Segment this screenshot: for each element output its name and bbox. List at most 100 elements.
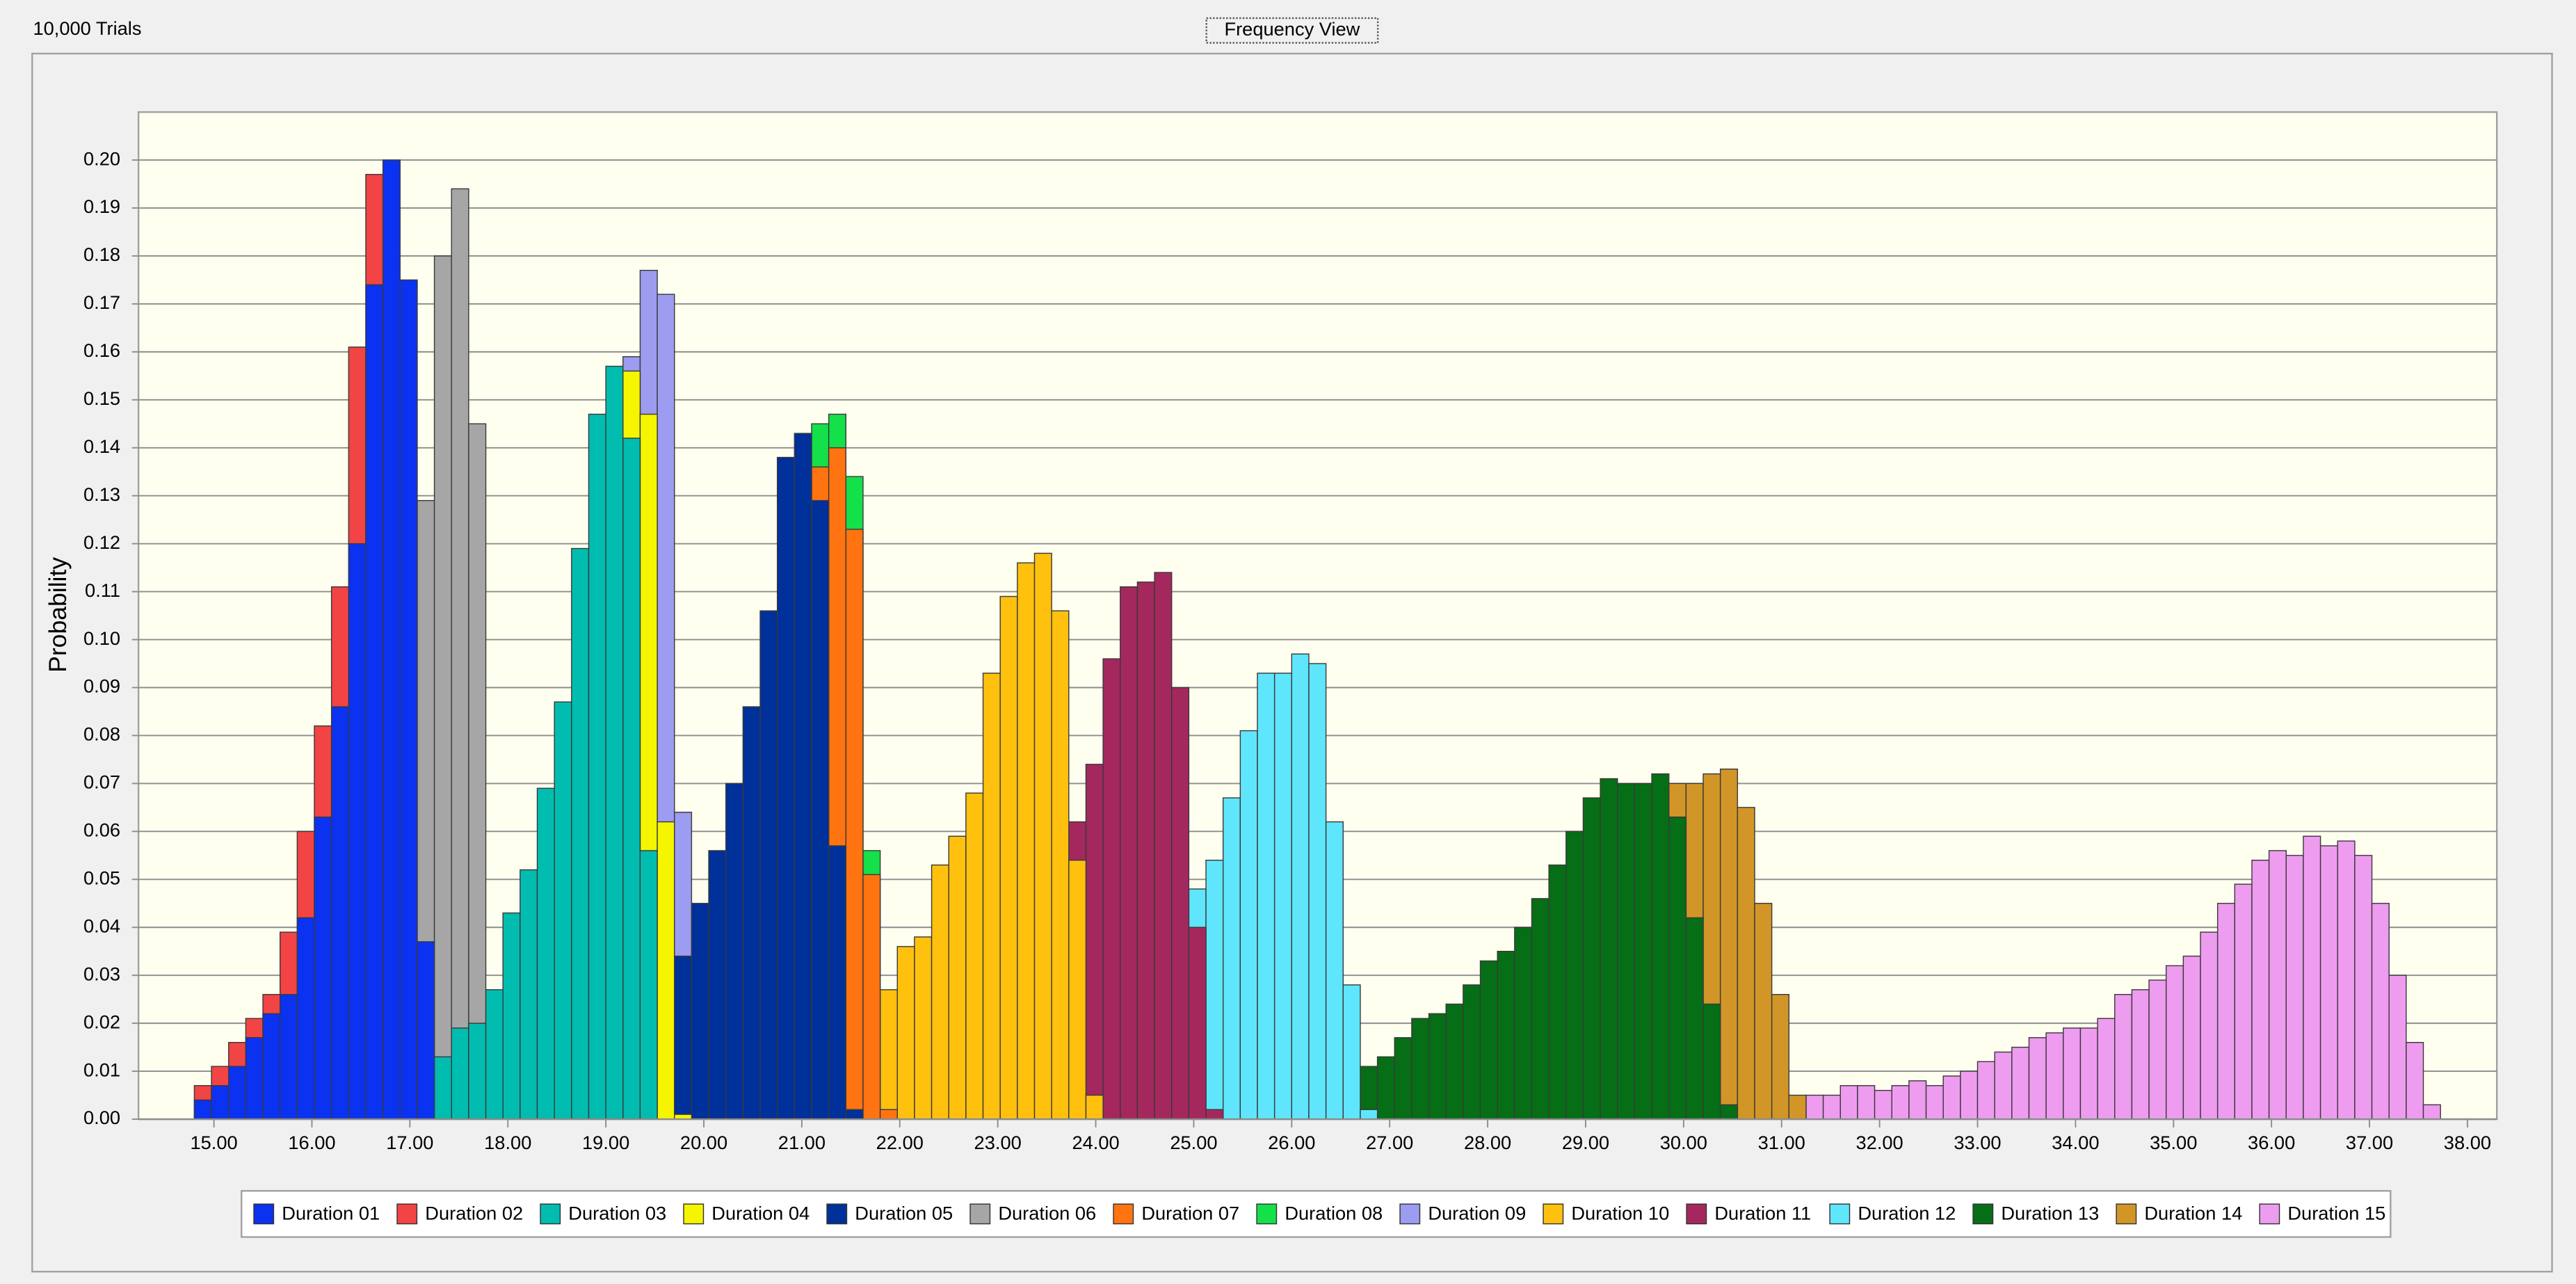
y-tick-label: 0.02 bbox=[83, 1011, 120, 1032]
histogram-bar bbox=[1205, 1109, 1224, 1120]
histogram-bar bbox=[862, 874, 881, 1120]
legend-box bbox=[241, 1189, 2392, 1238]
histogram-bar bbox=[451, 188, 469, 1120]
histogram-bar bbox=[2011, 1046, 2030, 1120]
histogram-bar bbox=[2388, 974, 2407, 1120]
x-tick-label: 38.00 bbox=[2444, 1132, 2491, 1153]
histogram-bar bbox=[262, 1013, 281, 1120]
histogram-bar bbox=[2406, 1042, 2424, 1120]
histogram-bar bbox=[879, 1109, 898, 1120]
legend-label: Duration 11 bbox=[1714, 1203, 1811, 1224]
histogram-bar bbox=[2114, 994, 2133, 1120]
histogram-bar bbox=[2165, 965, 2184, 1120]
histogram-bar bbox=[1857, 1085, 1876, 1120]
histogram-bar bbox=[2422, 1104, 2441, 1120]
legend-swatch bbox=[253, 1203, 275, 1225]
histogram-bar bbox=[605, 365, 624, 1120]
histogram-bar bbox=[330, 706, 350, 1120]
histogram-bar bbox=[1925, 1085, 1944, 1120]
histogram-bar bbox=[1171, 687, 1190, 1120]
y-tick-label: 0.17 bbox=[83, 291, 120, 313]
histogram-bar bbox=[2063, 1027, 2082, 1120]
legend-label: Duration 14 bbox=[2144, 1203, 2242, 1224]
y-tick-label: 0.16 bbox=[83, 339, 120, 361]
histogram-bar bbox=[1308, 663, 1327, 1120]
legend-label: Duration 10 bbox=[1571, 1203, 1669, 1224]
legend-label: Duration 07 bbox=[1141, 1203, 1239, 1224]
histogram-bar bbox=[1822, 1094, 1841, 1120]
legend-swatch bbox=[396, 1203, 418, 1225]
x-tick-label: 32.00 bbox=[1856, 1132, 1903, 1153]
x-tick-label: 30.00 bbox=[1660, 1132, 1707, 1153]
histogram-bar bbox=[211, 1085, 230, 1120]
legend-swatch bbox=[1256, 1203, 1278, 1225]
legend-label: Duration 13 bbox=[2001, 1203, 2099, 1224]
histogram-bar bbox=[776, 456, 796, 1120]
histogram-bar bbox=[1188, 926, 1207, 1120]
histogram-bar bbox=[1994, 1051, 2013, 1120]
y-tick-label: 0.15 bbox=[83, 387, 120, 409]
histogram-bar bbox=[2131, 989, 2150, 1120]
histogram-bar bbox=[1805, 1094, 1824, 1120]
histogram-bar bbox=[502, 912, 521, 1120]
histogram-bar bbox=[2319, 845, 2338, 1120]
histogram-bar bbox=[433, 1056, 452, 1120]
legend-swatch bbox=[1113, 1203, 1134, 1225]
histogram-bar bbox=[845, 1109, 864, 1120]
histogram-bar bbox=[1325, 821, 1344, 1120]
legend-label: Duration 05 bbox=[855, 1203, 953, 1224]
histogram-bar bbox=[245, 1037, 264, 1120]
x-tick-label: 20.00 bbox=[680, 1132, 727, 1153]
legend-swatch bbox=[826, 1203, 848, 1225]
y-tick-label: 0.13 bbox=[83, 483, 120, 505]
histogram-bar bbox=[948, 835, 967, 1120]
histogram-bar bbox=[1548, 864, 1567, 1120]
histogram-bar bbox=[759, 610, 778, 1120]
y-tick-label: 0.11 bbox=[85, 579, 120, 601]
histogram-bar bbox=[1376, 1056, 1395, 1120]
x-tick-label: 15.00 bbox=[191, 1132, 238, 1153]
legend-swatch bbox=[2116, 1203, 2137, 1225]
histogram-bar bbox=[2028, 1037, 2047, 1120]
histogram-bar bbox=[1136, 581, 1155, 1120]
x-tick-label: 27.00 bbox=[1366, 1132, 1413, 1153]
legend-label: Duration 04 bbox=[711, 1203, 810, 1224]
histogram-bar bbox=[228, 1066, 247, 1120]
view-button-label[interactable]: Frequency View bbox=[1224, 18, 1360, 40]
histogram-bar bbox=[1342, 984, 1361, 1120]
x-tick-label: 24.00 bbox=[1072, 1132, 1119, 1153]
histogram-bar bbox=[2148, 979, 2167, 1120]
legend-label: Duration 02 bbox=[425, 1203, 523, 1224]
histogram-bar bbox=[2285, 855, 2304, 1120]
histogram-bar bbox=[1600, 778, 1618, 1120]
histogram-bar bbox=[1651, 773, 1670, 1120]
x-tick-label: 16.00 bbox=[288, 1132, 335, 1153]
histogram-bar bbox=[914, 936, 933, 1120]
histogram-bar bbox=[468, 423, 487, 1120]
y-tick-label: 0.05 bbox=[83, 867, 120, 888]
x-tick-label: 31.00 bbox=[1758, 1132, 1805, 1153]
histogram-bar bbox=[2200, 931, 2219, 1120]
histogram-bar bbox=[451, 1027, 469, 1120]
legend-swatch bbox=[1399, 1203, 1421, 1225]
view-button[interactable] bbox=[1205, 17, 1379, 44]
x-tick-label: 35.00 bbox=[2150, 1132, 2197, 1153]
histogram-bar bbox=[536, 787, 555, 1120]
histogram-bar bbox=[1273, 673, 1293, 1120]
histogram-bar bbox=[468, 1022, 487, 1120]
x-tick-label: 28.00 bbox=[1464, 1132, 1511, 1153]
histogram-bar bbox=[674, 955, 693, 1120]
histogram-bar bbox=[1617, 783, 1636, 1120]
legend-label: Duration 09 bbox=[1428, 1203, 1526, 1224]
histogram-bar bbox=[1222, 797, 1241, 1120]
x-tick-label: 22.00 bbox=[876, 1132, 924, 1153]
histogram-bar bbox=[742, 706, 761, 1120]
histogram-bar bbox=[193, 1099, 212, 1120]
legend-swatch bbox=[540, 1203, 561, 1225]
legend-swatch bbox=[683, 1203, 705, 1225]
histogram-bar bbox=[2097, 1018, 2116, 1120]
legend-swatch bbox=[1686, 1203, 1707, 1225]
legend-swatch bbox=[1972, 1203, 1994, 1225]
histogram-bar bbox=[1154, 572, 1173, 1120]
